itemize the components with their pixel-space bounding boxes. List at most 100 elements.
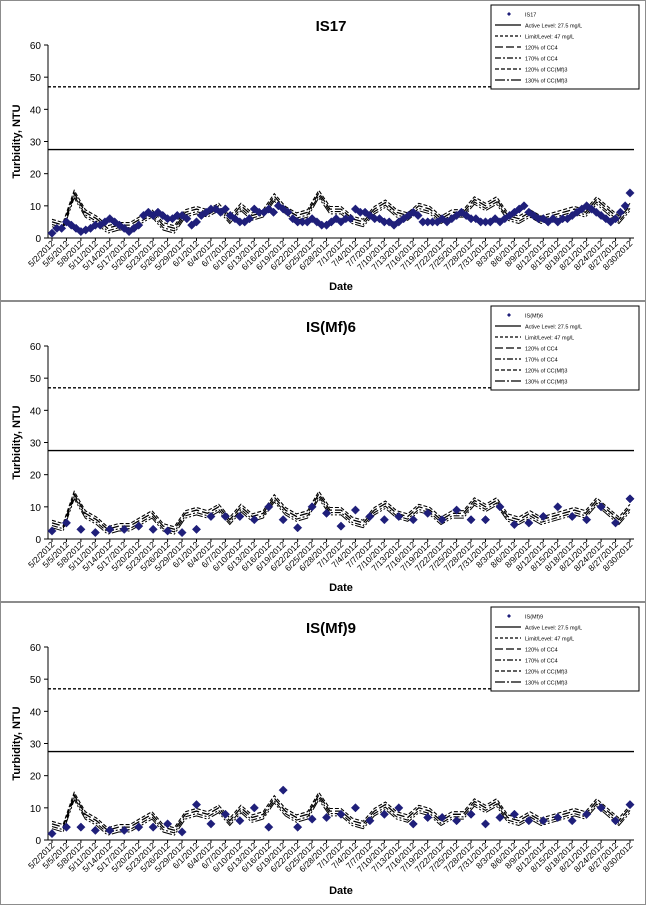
legend-marker — [507, 313, 511, 317]
legend-label: Active Level: 27.5 mg/L — [525, 24, 582, 30]
y-tick-label: 30 — [30, 439, 42, 450]
legend-marker — [507, 12, 511, 16]
data-point — [582, 515, 592, 525]
legend-label: IS(Mf)6 — [525, 314, 543, 320]
data-point — [191, 217, 202, 227]
data-point — [495, 812, 505, 823]
legend-label: Limit/Level: 47 mg/L — [525, 336, 574, 342]
data-point — [519, 201, 529, 211]
legend-label: Active Level: 27.5 mg/L — [525, 626, 582, 632]
y-tick-label: 0 — [35, 535, 41, 546]
data-point — [90, 825, 100, 835]
y-tick-label: 20 — [30, 471, 42, 482]
data-point — [567, 816, 577, 826]
data-point — [134, 521, 144, 531]
data-point — [529, 210, 539, 221]
data-point — [601, 214, 611, 224]
data-point — [394, 803, 404, 813]
y-tick-label: 40 — [30, 406, 42, 417]
data-point — [423, 508, 433, 518]
legend-label: 120% of CC(Mf)3 — [525, 670, 568, 676]
data-point — [220, 511, 230, 522]
x-axis-label: Date — [329, 582, 353, 594]
y-tick-label: 30 — [30, 740, 42, 751]
legend-label: 120% of CC4 — [525, 648, 558, 654]
series-line-2 — [51, 495, 631, 533]
y-tick-label: 50 — [30, 73, 42, 84]
data-point — [538, 816, 548, 826]
data-point — [244, 214, 255, 224]
y-axis-label: Turbidity, NTU — [11, 104, 23, 178]
data-point — [249, 803, 259, 813]
data-point — [134, 822, 144, 832]
data-point — [110, 217, 120, 227]
legend-label: 170% of CC4 — [525, 358, 558, 364]
legend-label: 120% of CC(Mf)3 — [525, 68, 568, 74]
data-point — [408, 207, 418, 217]
chart-title: IS17 — [316, 18, 347, 35]
y-tick-label: 20 — [30, 170, 42, 181]
data-point — [480, 515, 491, 525]
data-point — [278, 785, 288, 795]
data-point — [153, 207, 163, 217]
data-point — [264, 822, 274, 832]
y-axis-label: Turbidity, NTU — [11, 706, 23, 780]
data-point — [591, 207, 601, 217]
data-point — [615, 207, 625, 217]
data-point — [134, 220, 144, 230]
y-tick-label: 60 — [30, 41, 42, 52]
data-point — [220, 204, 230, 214]
data-point — [307, 214, 317, 224]
series-line-4 — [51, 497, 631, 535]
data-point — [249, 515, 259, 525]
data-point — [350, 803, 361, 813]
chart-panel-3: IS(Mf)9 0 10 20 30 40 50 60 Turbidity, NTU 5/2/20… — [0, 602, 646, 905]
data-point — [163, 819, 173, 829]
data-point — [163, 526, 173, 536]
y-tick-label: 50 — [30, 374, 42, 385]
data-point — [586, 204, 597, 214]
data-point — [625, 494, 635, 504]
data-point — [191, 524, 202, 534]
chart-title: IS(Mf)9 — [306, 620, 356, 637]
legend-label: IS17 — [525, 13, 536, 19]
y-tick-label: 20 — [30, 772, 42, 783]
data-point — [596, 502, 606, 512]
data-point — [365, 816, 375, 826]
data-point — [509, 809, 519, 819]
data-point — [191, 800, 202, 810]
data-point — [610, 214, 621, 224]
data-point — [350, 505, 361, 515]
data-point — [384, 217, 394, 227]
data-point — [509, 519, 519, 530]
data-point — [423, 812, 433, 823]
legend-label: 170% of CC4 — [525, 57, 558, 63]
legend-label: 130% of CC(Mf)3 — [525, 681, 568, 687]
data-point — [524, 518, 534, 528]
data-point — [105, 825, 115, 835]
chart-panel-1: IS17 0 10 20 30 40 50 60 Turbidity, NTU 5/2/2012 5… — [0, 0, 646, 301]
data-point — [452, 505, 462, 515]
data-point — [206, 511, 216, 522]
x-axis-label: Date — [329, 885, 353, 897]
data-point — [47, 829, 57, 839]
data-point — [307, 814, 317, 824]
data-point — [437, 515, 447, 525]
data-point — [264, 502, 274, 512]
data-point — [47, 526, 57, 536]
data-point — [437, 812, 447, 823]
data-point — [119, 524, 129, 534]
legend-marker — [507, 614, 511, 618]
data-point — [620, 201, 630, 211]
data-point — [182, 214, 192, 224]
data-point — [553, 502, 563, 512]
y-tick-label: 40 — [30, 707, 42, 718]
legend-label: 170% of CC4 — [525, 659, 558, 665]
data-point — [235, 511, 245, 522]
legend-label: 130% of CC(Mf)3 — [525, 79, 568, 85]
data-point — [61, 217, 72, 227]
data-point — [379, 515, 389, 525]
y-tick-label: 60 — [30, 643, 42, 654]
data-point — [336, 809, 346, 819]
